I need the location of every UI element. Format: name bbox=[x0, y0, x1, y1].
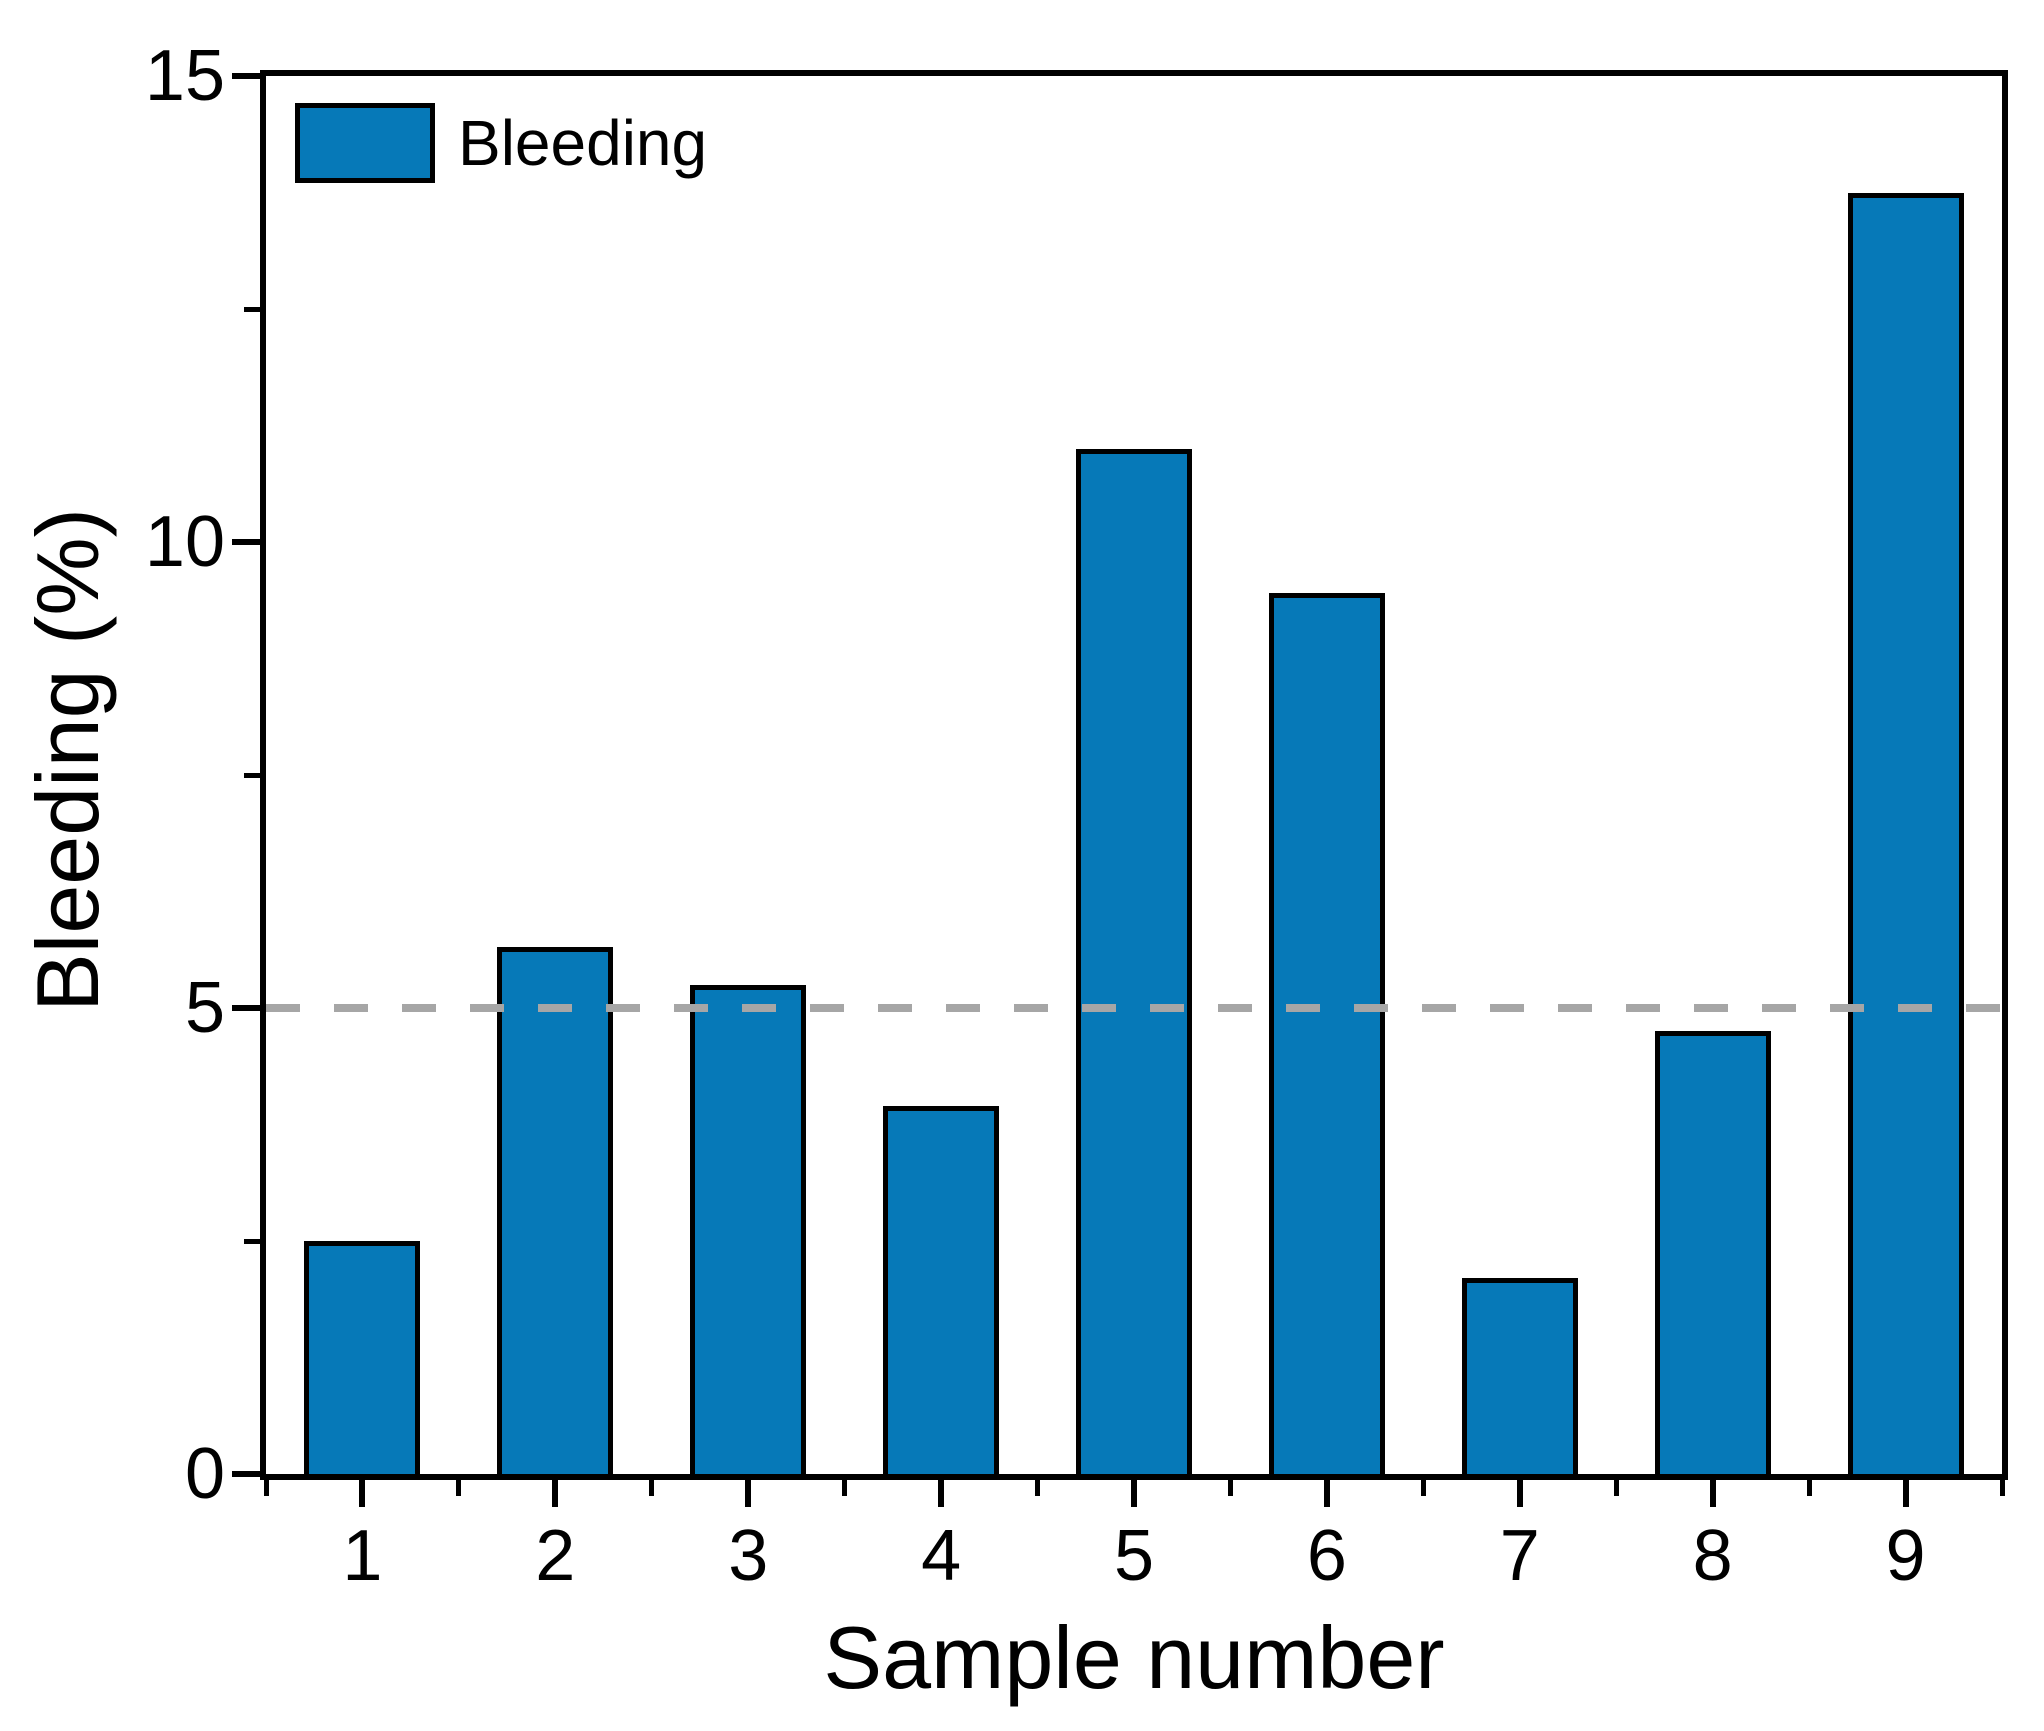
x-axis-major-tick bbox=[1516, 1480, 1523, 1507]
bar-sample-2 bbox=[497, 947, 614, 1474]
legend-swatch bbox=[295, 103, 435, 183]
legend-label: Bleeding bbox=[458, 107, 708, 179]
reference-line-y5 bbox=[266, 1004, 2002, 1012]
y-axis-minor-tick bbox=[244, 1239, 260, 1244]
x-axis-major-tick bbox=[745, 1480, 752, 1507]
x-axis-minor-tick bbox=[1999, 1480, 2005, 1496]
x-axis-major-tick bbox=[552, 1480, 559, 1507]
y-axis-major-tick bbox=[232, 1471, 260, 1477]
x-tick-label: 4 bbox=[921, 1516, 962, 1596]
y-tick-label: 5 bbox=[184, 968, 225, 1048]
x-axis-minor-tick bbox=[1806, 1480, 1812, 1496]
x-axis-minor-tick bbox=[1613, 1480, 1619, 1496]
x-axis-major-tick bbox=[1709, 1480, 1716, 1507]
x-axis-label: Sample number bbox=[823, 1608, 1445, 1707]
y-axis-major-tick bbox=[232, 1005, 260, 1011]
bar-sample-4 bbox=[883, 1105, 1000, 1474]
x-axis-minor-tick bbox=[649, 1480, 655, 1496]
x-axis-major-tick bbox=[1902, 1480, 1909, 1507]
x-axis-minor-tick bbox=[1035, 1480, 1041, 1496]
x-axis-minor-tick bbox=[263, 1480, 269, 1496]
x-axis-minor-tick bbox=[1420, 1480, 1426, 1496]
x-tick-label: 3 bbox=[728, 1516, 769, 1596]
legend: Bleeding bbox=[295, 103, 707, 183]
x-axis-major-tick bbox=[938, 1480, 945, 1507]
y-axis-minor-tick bbox=[244, 307, 260, 312]
y-tick-label: 0 bbox=[184, 1434, 225, 1514]
bar-sample-5 bbox=[1076, 448, 1192, 1474]
bar-sample-7 bbox=[1461, 1278, 1578, 1474]
x-tick-label: 2 bbox=[535, 1516, 576, 1596]
bar-sample-3 bbox=[690, 984, 807, 1474]
x-axis-major-tick bbox=[1131, 1480, 1137, 1507]
x-axis-minor-tick bbox=[842, 1480, 848, 1496]
x-tick-label: 5 bbox=[1113, 1516, 1155, 1596]
x-tick-label: 6 bbox=[1306, 1516, 1347, 1596]
x-axis-minor-tick bbox=[1227, 1480, 1233, 1496]
y-tick-label: 10 bbox=[144, 502, 225, 582]
x-tick-label: 7 bbox=[1499, 1516, 1540, 1596]
y-tick-label: 15 bbox=[144, 36, 225, 116]
bar-sample-6 bbox=[1268, 593, 1385, 1474]
x-tick-label: 1 bbox=[342, 1516, 383, 1596]
x-axis-minor-tick bbox=[456, 1480, 462, 1496]
x-axis-major-tick bbox=[359, 1480, 366, 1507]
x-tick-label: 9 bbox=[1885, 1516, 1926, 1596]
y-axis-major-tick bbox=[232, 73, 260, 79]
x-axis-major-tick bbox=[1323, 1480, 1330, 1507]
y-axis-major-tick bbox=[232, 539, 260, 545]
bar-sample-8 bbox=[1654, 1031, 1771, 1474]
bar-sample-1 bbox=[304, 1241, 421, 1474]
bar-sample-9 bbox=[1847, 192, 1964, 1474]
y-axis-minor-tick bbox=[244, 773, 260, 778]
x-tick-label: 8 bbox=[1692, 1516, 1733, 1596]
